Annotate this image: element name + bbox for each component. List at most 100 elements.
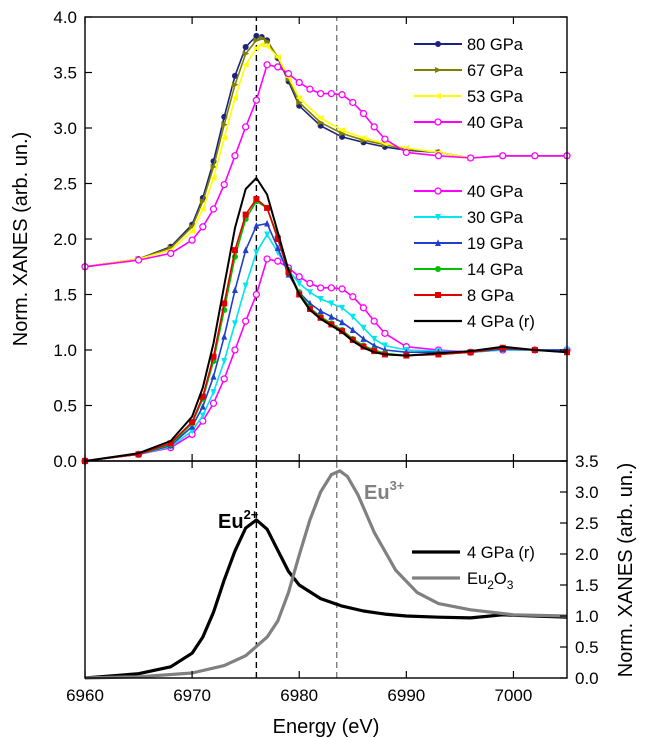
top-series-5-point-10 — [264, 231, 271, 239]
top-series-4-point-6 — [220, 375, 228, 383]
top-series-5-point-14 — [306, 289, 313, 296]
top-series-3-point-8 — [242, 123, 250, 131]
top-series-1-point-9 — [253, 37, 260, 44]
legend-label-9: 4 GPa (r) — [467, 313, 535, 331]
top-y-tick-label-5: 2.5 — [53, 175, 77, 194]
top-series-5-point-6 — [221, 358, 228, 365]
x-tick-label-1: 6970 — [173, 686, 211, 705]
top-series-1-point-15 — [317, 119, 325, 126]
top-series-3-point-23 — [434, 152, 443, 160]
legend-swatch-marker-6 — [435, 239, 441, 246]
top-series-6-point-6 — [221, 333, 228, 340]
top-series-5-point-8 — [242, 282, 249, 290]
eu3-annotation-base: Eu — [364, 482, 390, 504]
top-series-2-point-4 — [199, 206, 206, 213]
top-series-2-point-10 — [258, 41, 265, 48]
top-series-6-point-15 — [317, 307, 324, 315]
top-series-4-point-14 — [306, 279, 314, 288]
top-series-4-point-19 — [359, 304, 368, 312]
top-series-8-point-8 — [242, 211, 249, 218]
top-series-2-point-5 — [209, 174, 217, 181]
top-series-4-point-13 — [295, 273, 303, 281]
bottom-y-tick-label-7: 3.5 — [575, 452, 599, 471]
top-series-2-point-9 — [252, 45, 260, 52]
top-series-1-point-8 — [242, 50, 250, 57]
top-series-6-point-18 — [349, 326, 356, 334]
bottom-legend: 4 GPa (r) Eu2O3 — [412, 544, 535, 592]
top-series-1-point-4 — [199, 198, 207, 205]
top-series-8-point-2 — [167, 440, 174, 447]
top-series-3-point-14 — [306, 85, 314, 93]
bottom-reference-lines — [255, 461, 338, 678]
top-series-5-point-3 — [189, 428, 196, 435]
legend-label-8: 8 GPa — [467, 287, 515, 305]
top-series-8-point-6 — [221, 300, 228, 307]
top-series-5-point-20 — [371, 335, 378, 343]
top-series-0-point-7 — [231, 72, 238, 79]
top-series-4-point-9 — [252, 290, 261, 299]
top-series-5-point-9 — [253, 249, 260, 256]
top-series-3-point-10 — [263, 61, 271, 69]
bottom-series-0-4-gpa-r — [84, 518, 568, 680]
top-series-5-point-7 — [231, 320, 238, 327]
bottom-legend-label-1: Eu2O3 — [467, 570, 514, 592]
top-series-6-point-20 — [371, 341, 378, 349]
x-tick-label-4: 7000 — [495, 686, 533, 705]
eu2-annotation-sup: 2+ — [244, 507, 259, 522]
top-y-tick-label-6: 3.0 — [53, 119, 77, 138]
top-series-8-point-3 — [189, 419, 196, 426]
top-y-tick-label-0: 0.0 — [53, 452, 77, 471]
top-series-8-point-4 — [199, 393, 206, 400]
top-series-3-point-24 — [466, 154, 475, 162]
top-series-5-point-18 — [349, 313, 356, 321]
top-series-1-point-5 — [210, 163, 218, 170]
legend-label-4: 40 GPa — [467, 183, 524, 201]
top-series-3-point-1 — [134, 256, 143, 264]
top-series-3-point-5 — [209, 205, 218, 213]
top-legend: 80 GPa 67 GPa 53 GPa 40 GPa 40 GPa 30 GPa 19 G… — [414, 36, 535, 331]
top-series-3-point-25 — [499, 152, 507, 160]
bottom-y-tick-label-1: 0.5 — [575, 638, 599, 657]
top-series-3-point-19 — [359, 109, 368, 118]
legend-label-3: 40 GPa — [467, 114, 524, 132]
top-series-3-line — [84, 63, 567, 268]
top-series-6-point-5 — [210, 373, 217, 380]
top-series-3-point-12 — [284, 69, 293, 78]
top-series-8-point-7 — [231, 247, 238, 254]
bottom-y-tick-label-2: 1.0 — [575, 607, 599, 626]
top-series-4-point-11 — [274, 257, 282, 265]
top-series-3-point-26 — [531, 152, 539, 160]
top-series-2-point-12 — [274, 53, 281, 60]
top-series-6-point-11 — [274, 244, 281, 251]
top-series-4-point-16 — [327, 284, 336, 292]
legend-entry-8: 8 GPa — [414, 287, 515, 305]
top-series-5-point-19 — [360, 324, 367, 332]
bottom-plot-frame — [84, 460, 568, 679]
top-series-3-point-13 — [295, 78, 303, 87]
bottom-y-tick-label-3: 1.5 — [575, 576, 599, 595]
top-series-2-point-3 — [188, 228, 196, 235]
top-series-3-point-22 — [402, 148, 410, 157]
legend-swatch-marker-1 — [435, 67, 442, 73]
top-series-2-point-15 — [317, 115, 324, 122]
top-series-8-point-23 — [435, 351, 442, 358]
legend-label-5: 30 GPa — [467, 209, 524, 227]
top-series-4-point-8 — [242, 317, 250, 325]
top-y-tick-label-2: 1.0 — [53, 341, 77, 360]
top-series-3-point-11 — [274, 63, 282, 71]
top-series-1-point-11 — [264, 38, 271, 45]
legend-entry-5: 30 GPa — [414, 209, 524, 227]
bottom-legend-entry-0: 4 GPa (r) — [412, 544, 535, 562]
x-tick-label-2: 6980 — [280, 686, 318, 705]
legend-swatch-marker-8 — [435, 292, 441, 298]
top-series-2-point-14 — [295, 95, 303, 102]
top-series-0-point-9 — [253, 32, 260, 39]
top-series-5-point-21 — [381, 342, 388, 350]
top-series-3-point-17 — [338, 91, 346, 99]
top-series-5-point-16 — [328, 300, 335, 307]
top-series-2-point-6 — [220, 134, 228, 141]
x-tick-label-0: 6960 — [66, 686, 104, 705]
top-series-1-point-6 — [221, 121, 228, 128]
top-series-4-line — [84, 258, 567, 462]
